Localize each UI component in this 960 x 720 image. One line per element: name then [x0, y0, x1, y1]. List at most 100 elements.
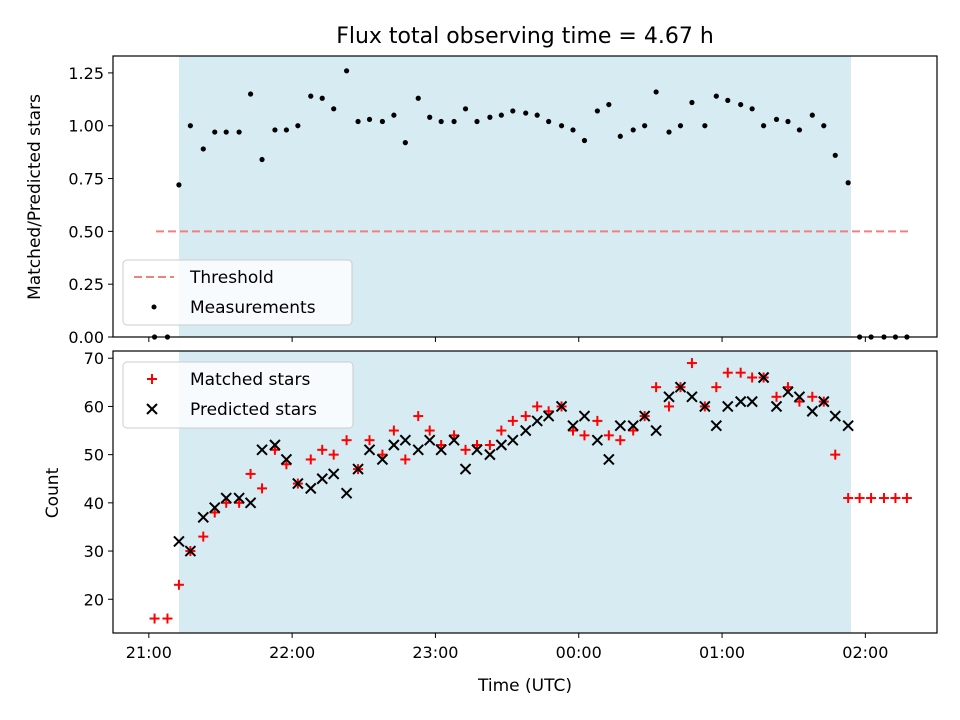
- measurement-point: [570, 127, 576, 133]
- predicted-point: [734, 395, 747, 408]
- measurement-point: [702, 123, 708, 129]
- measurement-point: [558, 123, 565, 129]
- predicted-point: [435, 444, 447, 456]
- predicted-point: [710, 420, 723, 432]
- predicted-point: [327, 468, 340, 480]
- matched-point: [245, 468, 256, 479]
- matched-point: [830, 449, 841, 460]
- matched-point: [807, 391, 818, 402]
- ratio-y-axis-label: Matched/Predicted stars: [25, 94, 45, 300]
- predicted-point: [459, 463, 472, 475]
- matched-point: [221, 497, 232, 508]
- matched-point: [866, 493, 877, 504]
- matched-point: [603, 430, 614, 441]
- predicted-point: [507, 434, 519, 446]
- measurement-point: [247, 91, 254, 97]
- predicted-point: [650, 424, 662, 437]
- predicted-point: [340, 487, 353, 499]
- measurement-point: [366, 116, 373, 122]
- predicted-point: [699, 400, 711, 413]
- matched-point: [686, 358, 697, 369]
- predicted-point: [603, 453, 615, 466]
- measurement-point: [809, 112, 815, 118]
- matched-point: [496, 425, 507, 436]
- predicted-point: [567, 420, 579, 432]
- predicted-point: [495, 439, 508, 451]
- count-x-ticks: 21:00 22:00 23:00 00:00 01:00 02:00: [126, 633, 888, 662]
- measurement-point: [677, 123, 684, 129]
- matched-point: [890, 493, 901, 504]
- measurement-point: [427, 114, 433, 120]
- y-tick-label: 0.50: [68, 222, 104, 241]
- matched-point: [782, 382, 793, 393]
- predicted-point: [484, 448, 496, 461]
- ratio-legend-box: [122, 259, 353, 326]
- matched-point: [747, 372, 758, 383]
- count-legend-box: [122, 361, 354, 429]
- ratio-legend: Threshold Measurements: [122, 259, 353, 326]
- legend-matched-label: Matched stars: [190, 370, 310, 390]
- matched-point: [771, 391, 782, 402]
- matched-point: [664, 401, 675, 412]
- measurement-point: [642, 123, 648, 129]
- measurement-point: [773, 116, 780, 122]
- measurement-point: [738, 101, 744, 108]
- y-tick-label: 20: [84, 590, 104, 609]
- y-tick-label: 30: [84, 542, 104, 561]
- predicted-point: [423, 434, 436, 446]
- measurement-point: [462, 106, 469, 112]
- measurement-point: [474, 118, 480, 125]
- measurement-point: [689, 99, 695, 106]
- matched-point: [854, 493, 865, 504]
- matched-point: [628, 425, 639, 436]
- measurement-point: [523, 110, 529, 116]
- matched-point: [234, 497, 245, 508]
- predicted-point: [806, 405, 819, 417]
- ratio-y-ticks: 0.00 0.25 0.50 0.75 1.00 1.25: [68, 64, 113, 347]
- measurement-point: [785, 118, 791, 125]
- predicted-point: [233, 492, 245, 504]
- predicted-point: [412, 444, 424, 456]
- measurement-point: [200, 146, 206, 152]
- matched-point: [424, 425, 435, 436]
- ratio-axes-frame: [112, 55, 938, 338]
- measurement-point: [236, 129, 242, 135]
- legend-predicted-label: Predicted stars: [190, 400, 317, 420]
- matched-point: [543, 406, 554, 417]
- predicted-point: [757, 371, 770, 384]
- matched-point: [615, 435, 626, 446]
- measurement-point: [223, 129, 229, 135]
- matched-point: [532, 401, 543, 412]
- predicted-point: [722, 400, 734, 413]
- legend-measurements-swatch: [151, 304, 157, 310]
- matched-point: [257, 483, 268, 494]
- ratio-marks: [151, 68, 910, 340]
- predicted-point: [292, 477, 304, 490]
- measurement-point: [653, 89, 659, 95]
- y-tick-label: 60: [84, 397, 104, 416]
- legend-matched-swatch: [147, 374, 157, 384]
- measurement-point: [821, 123, 827, 129]
- predicted-point: [818, 395, 830, 408]
- matched-point: [520, 411, 531, 422]
- matched-point: [735, 367, 746, 378]
- measurement-point: [487, 114, 493, 120]
- measurement-point: [319, 95, 325, 101]
- predicted-point: [209, 501, 221, 514]
- predicted-point: [520, 424, 532, 437]
- predicted-point: [542, 410, 555, 422]
- measurement-point: [379, 118, 386, 125]
- legend-predicted-swatch: [146, 403, 158, 415]
- predicted-point: [448, 434, 460, 446]
- legend-measurements-label: Measurements: [190, 298, 316, 318]
- predicted-point: [352, 463, 364, 475]
- matched-point: [843, 493, 854, 504]
- measurement-point: [749, 106, 755, 112]
- predicted-point: [770, 400, 783, 413]
- matched-point: [436, 440, 447, 450]
- legend-threshold-label: Threshold: [189, 268, 274, 288]
- measurement-point: [187, 123, 193, 129]
- measurement-point: [666, 129, 672, 135]
- x-tick-label: 01:00: [699, 643, 745, 662]
